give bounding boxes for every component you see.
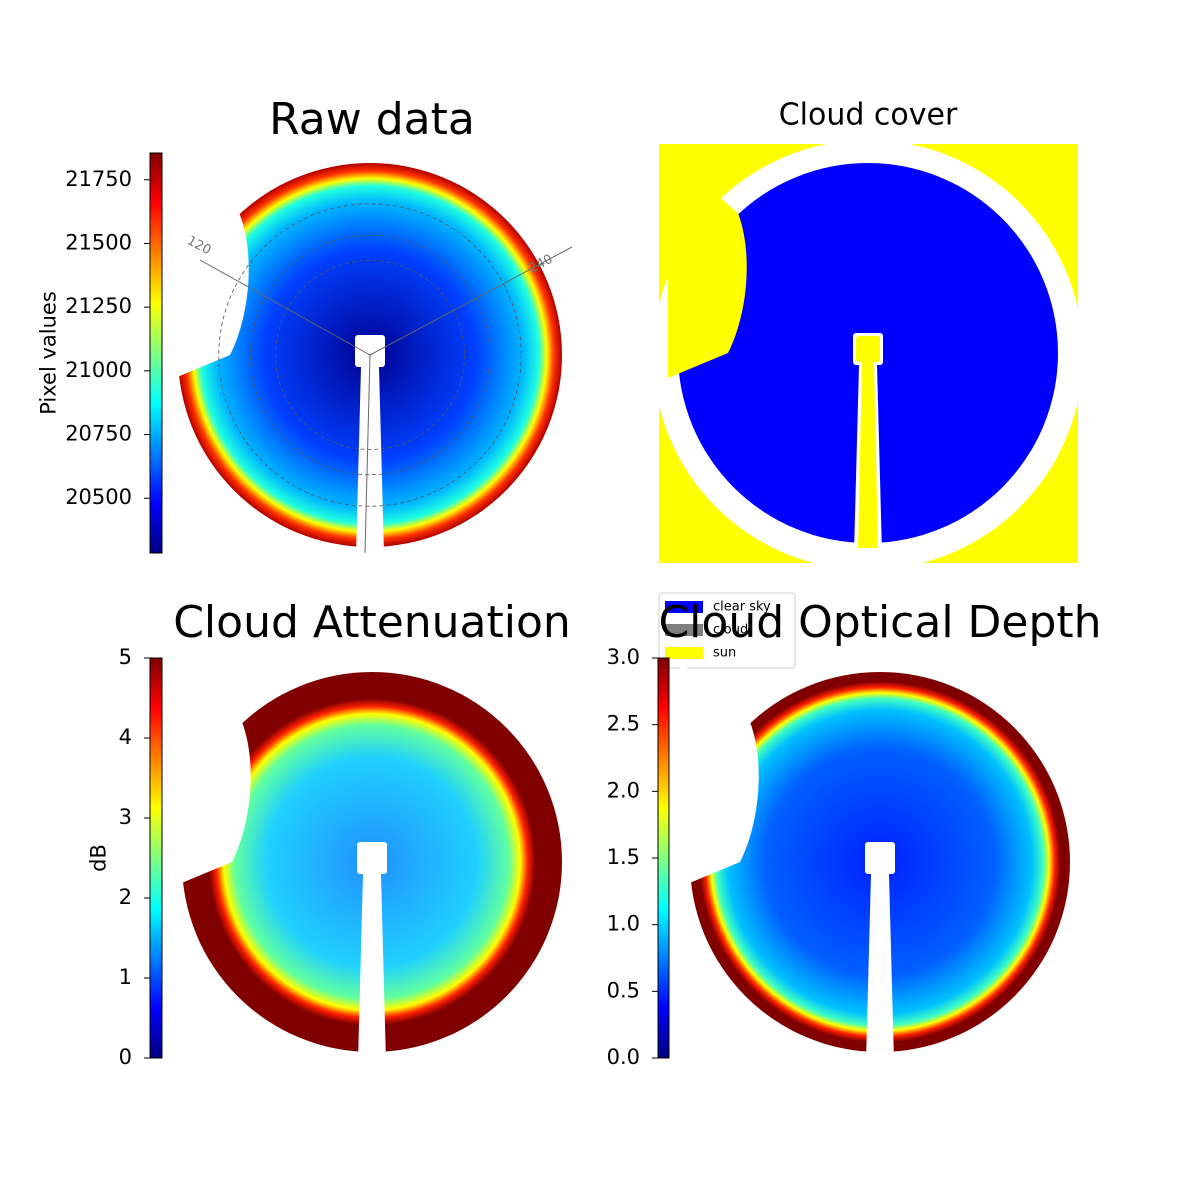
- colorbar: [149, 657, 163, 1059]
- colorbar-tick-label: 2.5: [607, 712, 640, 736]
- legend-label: sun: [713, 646, 736, 661]
- panel-title: Cloud Attenuation: [173, 597, 571, 648]
- legend-label: cloud: [713, 623, 748, 638]
- colorbar: [149, 152, 163, 554]
- colorbar-tick-label: 21250: [65, 294, 132, 318]
- legend-swatch: [665, 647, 703, 659]
- panel-title: Cloud cover: [779, 98, 958, 133]
- image-cutout: [170, 155, 249, 380]
- polar-line: [369, 246, 573, 356]
- colorbar: [657, 657, 670, 1059]
- legend-swatch: [665, 624, 703, 636]
- colorbar-tick-label: 21500: [65, 230, 132, 254]
- colorbar-tick-label: 2.0: [607, 778, 640, 802]
- mast-mask: [865, 842, 895, 874]
- image-cutout: [680, 662, 759, 887]
- mast-mask: [357, 842, 387, 874]
- polar-grid: [275, 260, 465, 450]
- colorbar-tick-label: 21750: [65, 167, 132, 191]
- mast-sun: [856, 336, 880, 362]
- colorbar-tick-label: 20750: [65, 422, 132, 446]
- mast-mask: [355, 335, 385, 367]
- polar-grid: [249, 234, 491, 476]
- mast-sun: [858, 362, 878, 548]
- image-cutout: [172, 662, 251, 887]
- panel-title: Cloud Optical Depth: [658, 597, 1101, 648]
- mast-mask: [866, 874, 894, 1062]
- colorbar-tick-label: 3: [119, 805, 132, 829]
- image-cutout: [668, 153, 747, 378]
- legend-swatch: [665, 601, 703, 613]
- colorbar-tick-label: 20500: [65, 485, 132, 509]
- legend-label: clear sky: [713, 600, 771, 615]
- colorbar-tick-label: 2: [119, 885, 132, 909]
- colorbar-tick-label: 0: [119, 1045, 132, 1069]
- colorbar-tick-label: 3.0: [607, 645, 640, 669]
- colorbar-tick-label: 1.0: [607, 912, 640, 936]
- colorbar-tick-label: 21000: [65, 358, 132, 382]
- polar-line: [364, 354, 371, 554]
- colorbar-label: Pixel values: [37, 291, 61, 415]
- colorbar-tick-label: 1: [119, 965, 132, 989]
- colorbar-tick-label: 0.5: [607, 978, 640, 1002]
- polar-line: [199, 259, 371, 356]
- panel-title: Raw data: [269, 94, 475, 145]
- colorbar-label: dB: [87, 844, 111, 872]
- polar-grid: [218, 203, 522, 507]
- colorbar-tick-label: 0.0: [607, 1045, 640, 1069]
- mast-mask: [358, 874, 386, 1062]
- colorbar-tick-label: 4: [119, 725, 132, 749]
- mast-mask: [356, 367, 384, 555]
- colorbar-tick-label: 5: [119, 645, 132, 669]
- colorbar-tick-label: 1.5: [607, 845, 640, 869]
